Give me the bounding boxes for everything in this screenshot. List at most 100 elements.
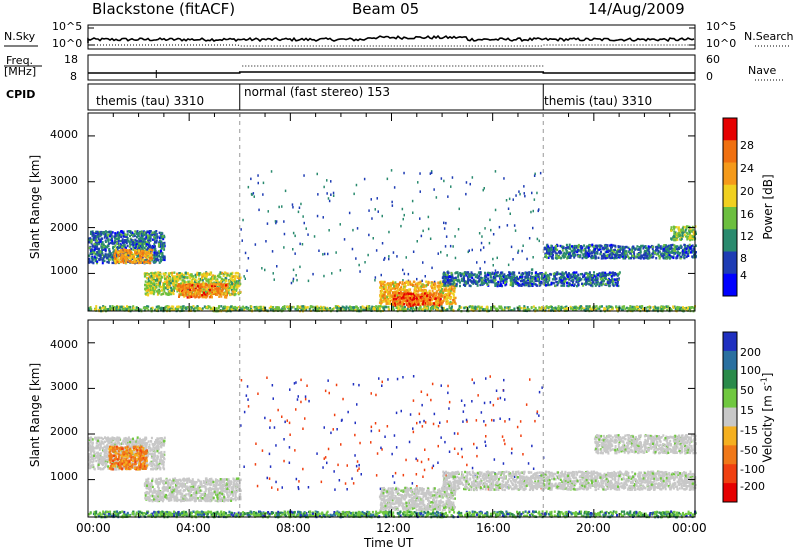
power-noise-cell (530, 268, 533, 271)
power-feature-6-cell (609, 281, 611, 284)
power-feature-7-cell (548, 246, 551, 250)
power-feature-2-cell (153, 287, 156, 290)
power-feature-2-cell (150, 278, 153, 281)
power-feature-4-cell (439, 291, 441, 294)
power-feature-0-cell (152, 254, 154, 257)
xtick-6: 00:00 (672, 521, 707, 535)
power-feature-2-cell (166, 286, 169, 289)
power-noise-cell (490, 228, 492, 232)
power-feature-2-cell (199, 272, 202, 275)
power-feature-7-cell (671, 255, 674, 259)
power-feature-5-cell (396, 296, 399, 299)
power-feature-7-cell (617, 248, 619, 252)
power-feature-6-cell (548, 279, 551, 282)
power-feature-0-cell (139, 232, 142, 235)
strip1-left-top-tick: 10^5 (52, 20, 83, 33)
power-feature-7-cell (614, 248, 617, 251)
power-feature-7-cell (661, 254, 664, 258)
power-feature-4-cell (385, 286, 387, 289)
power-feature-7-cell (689, 247, 692, 250)
power-feature-6-cell (582, 284, 585, 287)
power-feature-0-cell (89, 237, 92, 240)
cpid-segment-1: themis (tau) 3310 (96, 94, 205, 108)
power-feature-7-cell (664, 246, 667, 249)
velocity-ytick-3000: 3000 (50, 380, 78, 393)
power-feature-7-cell (625, 252, 628, 255)
power-feature-0-cell (145, 236, 148, 239)
power-feature-6-cell (463, 284, 466, 287)
power-feature-6-cell (612, 284, 615, 287)
power-feature-6-cell (555, 273, 558, 276)
power-feature-7-cell (561, 254, 564, 257)
power-feature-0-cell (122, 232, 125, 235)
power-feature-2-cell (170, 286, 173, 290)
power-feature-2-cell (230, 276, 233, 279)
power-feature-4-cell (382, 282, 384, 285)
power-feature-5-cell (438, 304, 441, 307)
power-feature-0-cell (139, 241, 142, 244)
power-feature-7-cell (563, 251, 566, 255)
power-feature-1-cell (149, 258, 152, 261)
power-cb-tick-4: 4 (740, 269, 747, 282)
power-feature-0-cell (156, 256, 159, 259)
power-feature-7-cell (614, 244, 617, 248)
power-feature-6-cell (505, 278, 508, 281)
power-feature-4-cell (449, 297, 452, 300)
power-feature-4-cell (436, 290, 439, 293)
power-noise-cell (443, 227, 446, 230)
power-feature-6-cell (442, 276, 445, 279)
power-feature-1-cell (131, 256, 134, 259)
power-feature-2-cell (228, 289, 231, 292)
power-noise-cell (247, 257, 250, 260)
power-feature-7-cell (619, 245, 622, 248)
power-feature-7-cell (660, 247, 663, 250)
power-noise-cell (445, 235, 448, 238)
power-noise-cell (492, 257, 494, 261)
power-feature-7-cell (545, 256, 548, 259)
power-feature-0-cell (96, 230, 99, 234)
power-feature-2-cell (231, 271, 234, 275)
power-feature-0-cell (103, 256, 106, 259)
power-feature-6-cell (584, 283, 587, 286)
power-feature-4-cell (439, 292, 442, 296)
power-feature-0-cell (138, 246, 141, 250)
power-feature-5-cell (420, 297, 423, 300)
power-feature-2-cell (207, 272, 210, 276)
power-feature-7-cell (556, 248, 559, 252)
power-feature-1-cell (129, 251, 132, 254)
power-feature-6-cell (509, 283, 512, 286)
power-feature-7-cell (669, 251, 672, 254)
power-feature-6-cell (571, 283, 574, 287)
power-feature-0-cell (113, 235, 116, 238)
power-noise-cell (355, 257, 357, 260)
power-feature-2-cell (158, 285, 161, 288)
power-feature-1-cell (149, 261, 152, 265)
power-feature-0-cell (94, 241, 97, 244)
power-feature-6-cell (564, 280, 567, 283)
power-feature-5-cell (419, 295, 422, 299)
power-feature-0-cell (93, 252, 96, 255)
power-noise-cell (412, 250, 415, 253)
power-feature-2-cell (201, 279, 204, 282)
power-feature-0-cell (109, 253, 112, 256)
power-feature-7-cell (600, 254, 603, 258)
power-feature-7-cell (582, 255, 585, 258)
power-feature-6-cell (450, 272, 453, 275)
power-feature-6-cell (598, 284, 601, 288)
power-feature-6-cell (563, 282, 566, 285)
power-feature-7-cell (568, 254, 571, 257)
power-feature-7-cell (600, 257, 603, 260)
power-feature-6-cell (460, 277, 463, 281)
power-feature-7-cell (605, 250, 608, 253)
power-feature-4-cell (384, 295, 387, 298)
power-feature-5-cell (398, 300, 401, 304)
power-ytick-3000: 3000 (50, 174, 78, 187)
power-feature-4-cell (398, 283, 400, 286)
vel-cb-tick-neg15: -15 (740, 424, 758, 437)
power-feature-6-cell (459, 284, 461, 288)
power-feature-0-cell (104, 248, 107, 251)
power-feature-6-cell (561, 276, 564, 279)
power-feature-6-cell (567, 284, 570, 288)
power-feature-6-cell (510, 275, 513, 279)
